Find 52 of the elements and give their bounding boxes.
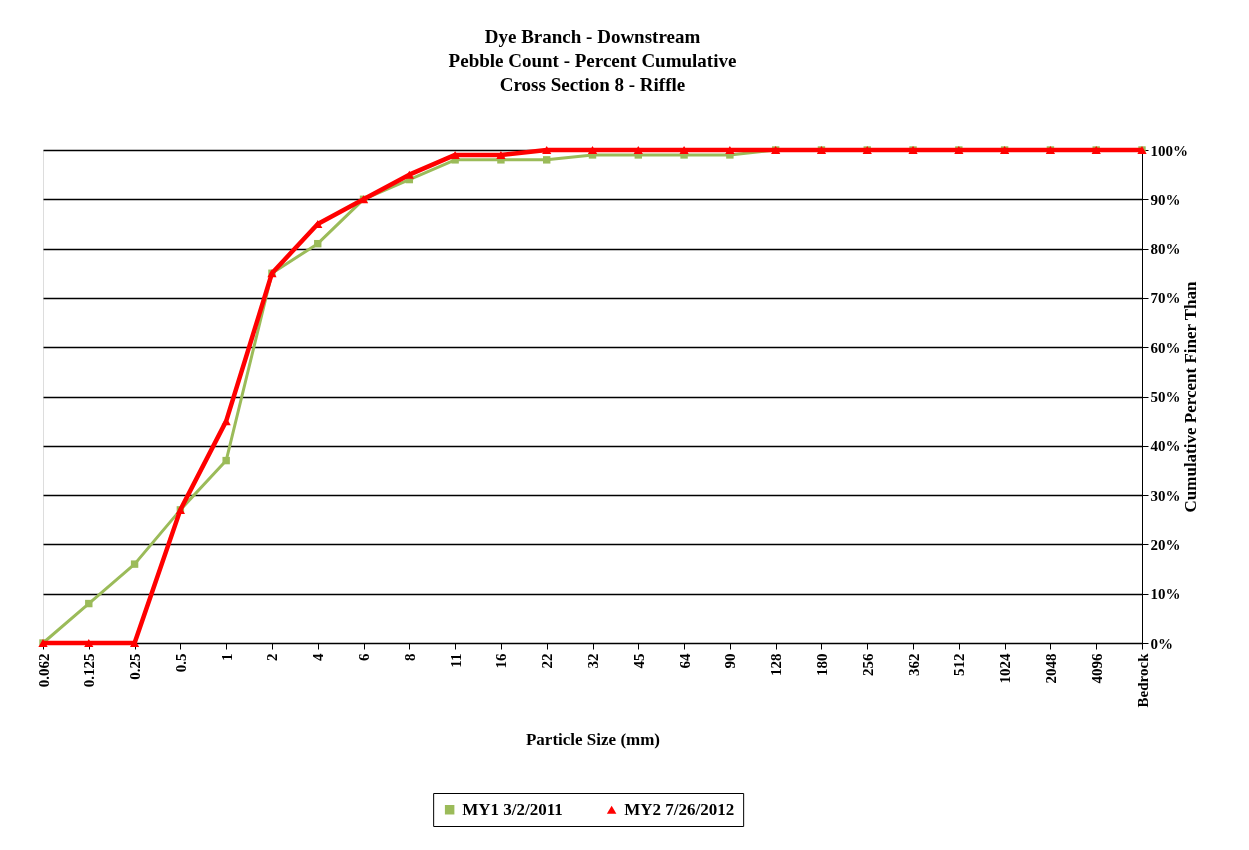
x-tick-label: Bedrock bbox=[1134, 652, 1151, 708]
x-tick-label: 180 bbox=[813, 653, 830, 676]
y-tick-label: 10% bbox=[1150, 586, 1181, 603]
y-tick-label: 20% bbox=[1150, 536, 1181, 553]
y-tick-label: 30% bbox=[1150, 487, 1181, 504]
x-tick-label: 2 bbox=[264, 653, 281, 661]
y-tick-label: 60% bbox=[1150, 339, 1181, 356]
point bbox=[450, 150, 460, 159]
x-tick-label: 6 bbox=[356, 653, 373, 661]
point bbox=[496, 150, 506, 159]
x-tick-label: 64 bbox=[676, 653, 693, 669]
y-tick-label: 100% bbox=[1150, 142, 1188, 159]
point bbox=[633, 146, 643, 154]
x-axis-title: Particle Size (mm) bbox=[525, 730, 661, 750]
x-tick-label: 90 bbox=[722, 653, 739, 669]
x-tick-label: 1 bbox=[218, 653, 235, 661]
x-tick-label: 11 bbox=[447, 653, 464, 668]
x-tick-label: 0.062 bbox=[35, 653, 52, 688]
x-tick-label: 0.5 bbox=[172, 653, 189, 673]
y-tick-label: 40% bbox=[1150, 438, 1181, 455]
legend-label: MY1 3/2/2011 bbox=[462, 799, 563, 819]
x-tick-label: 128 bbox=[768, 653, 785, 676]
point bbox=[542, 146, 552, 154]
y-tick-label: 90% bbox=[1150, 191, 1181, 208]
x-tick-label: 32 bbox=[585, 653, 601, 669]
point bbox=[84, 639, 94, 647]
x-tick-label: 4 bbox=[310, 653, 327, 661]
y-tick-label: 80% bbox=[1150, 241, 1181, 258]
point bbox=[222, 456, 230, 465]
chart-title: Dye Branch - Downstream Pebble Count - Percent Cumulative Cross Section 8 - Riffle bbox=[448, 26, 737, 95]
y-tick-label: 0% bbox=[1150, 635, 1173, 652]
x-tick-label: 8 bbox=[401, 653, 418, 661]
legend-label: MY2 7/26/2012 bbox=[624, 799, 735, 819]
y-tick-label: 50% bbox=[1150, 389, 1181, 405]
x-tick-label: 2048 bbox=[1042, 653, 1059, 684]
point bbox=[679, 146, 689, 154]
x-tick-label: 45 bbox=[630, 653, 647, 669]
point bbox=[130, 560, 139, 568]
x-tick-label: 362 bbox=[905, 653, 922, 676]
y-tick-label: 70% bbox=[1150, 290, 1181, 307]
x-tick-label: 512 bbox=[951, 653, 968, 676]
x-tick-label: 0.25 bbox=[127, 653, 144, 680]
point bbox=[725, 146, 735, 154]
x-tick-label: 1024 bbox=[997, 653, 1014, 684]
y-axis-title: Cumulative Percent Finer Than bbox=[1181, 281, 1200, 513]
point bbox=[587, 146, 598, 154]
point bbox=[543, 156, 551, 164]
x-tick-label: 22 bbox=[539, 653, 556, 669]
x-tick-label: 0.125 bbox=[81, 653, 98, 688]
x-tick-label: 16 bbox=[493, 653, 510, 669]
x-tick-label: 256 bbox=[859, 653, 876, 676]
x-tick-label: 4096 bbox=[1088, 653, 1105, 684]
